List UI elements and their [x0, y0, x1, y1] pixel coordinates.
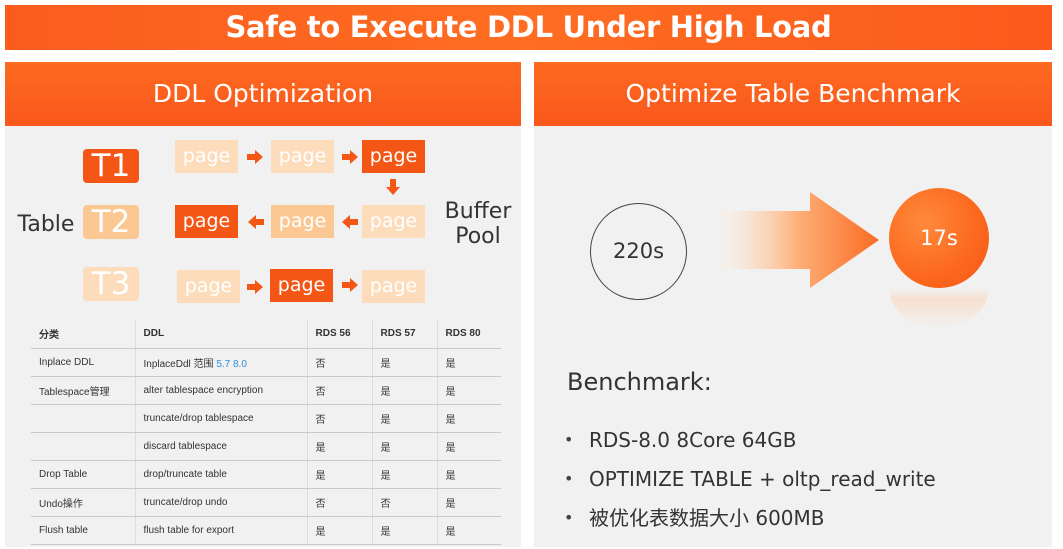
buffer-label-line1: Buffer: [444, 199, 512, 224]
slide-title: Safe to Execute DDL Under High Load: [5, 5, 1052, 50]
t3-page-3: page: [362, 270, 425, 303]
list-item: RDS-8.0 8Core 64GB: [564, 425, 936, 464]
buffer-pool-label: Buffer Pool: [438, 199, 518, 249]
table-header-row: 分类 DDL RDS 56 RDS 57 RDS 80: [31, 320, 501, 349]
cell-category: Undo操作: [31, 488, 135, 517]
t3-page-2: page: [270, 269, 333, 302]
ddl-optimization-panel: DDL Optimization Table Buffer Pool T1 pa…: [5, 62, 521, 547]
table-row: truncate/drop tablespace 否 是 是: [31, 404, 501, 433]
arrow-right-icon: [247, 280, 263, 294]
circle-reflection: [889, 288, 989, 328]
t3-label: T3: [83, 267, 139, 301]
cell-rds80: 是: [436, 348, 501, 377]
ddl-optimization-heading: DDL Optimization: [5, 62, 521, 126]
arrow-right-icon: [342, 278, 358, 292]
cell-rds56: 否: [306, 488, 372, 517]
cell-rds57: 是: [371, 404, 437, 433]
cell-ddl: discard tablespace: [134, 432, 307, 461]
col-rds56: RDS 56: [306, 320, 372, 349]
cell-ddl: drop/truncate table: [134, 460, 307, 489]
col-rds57: RDS 57: [371, 320, 437, 349]
t1-page-2: page: [271, 140, 334, 173]
speedup-arrow-icon: [714, 192, 879, 288]
t1-page-1: page: [175, 140, 238, 173]
cell-rds56: 是: [306, 516, 372, 545]
table-row: Tablespace管理 alter tablespace encryption…: [31, 376, 501, 405]
cell-category: [31, 404, 135, 433]
cell-category: [31, 432, 135, 461]
cell-rds57: 是: [371, 376, 437, 405]
cell-rds80: 是: [436, 460, 501, 489]
arrow-right-icon: [247, 150, 263, 164]
col-ddl: DDL: [134, 320, 307, 349]
cell-category: Drop Table: [31, 460, 135, 489]
t3-page-1: page: [177, 270, 240, 303]
cell-category: Tablespace管理: [31, 376, 135, 405]
t1-page-3: page: [362, 140, 425, 173]
t2-page-3: page: [362, 205, 425, 238]
table-row: discard tablespace 是 是 是: [31, 432, 501, 461]
buffer-label-line2: Pool: [455, 224, 501, 249]
cell-ddl-text: InplaceDdl 范围: [143, 358, 214, 370]
t2-page-2: page: [271, 205, 334, 238]
table-label: Table: [17, 212, 75, 237]
benchmark-panel: Optimize Table Benchmark 220s 17s Benchm…: [534, 62, 1052, 547]
after-time-circle: 17s: [889, 188, 989, 288]
cell-rds80: 是: [436, 376, 501, 405]
cell-rds56: 是: [306, 460, 372, 489]
list-item: OPTIMIZE TABLE + oltp_read_write: [564, 464, 936, 503]
col-rds80: RDS 80: [436, 320, 501, 349]
cell-rds56: 是: [306, 432, 372, 461]
ddl-support-table: 分类 DDL RDS 56 RDS 57 RDS 80 Inplace DDL …: [31, 320, 501, 545]
arrow-left-icon: [342, 215, 358, 229]
cell-category: Flush table: [31, 516, 135, 545]
before-time-circle: 220s: [590, 203, 687, 300]
cell-rds80: 是: [436, 432, 501, 461]
benchmark-heading: Optimize Table Benchmark: [534, 62, 1052, 126]
cell-rds80: 是: [436, 488, 501, 517]
table-row: Flush table flush table for export 是 是 是: [31, 516, 501, 545]
list-item: 被优化表数据大小 600MB: [564, 503, 936, 542]
table-row: Drop Table drop/truncate table 是 是 是: [31, 460, 501, 489]
cell-ddl: flush table for export: [134, 516, 307, 545]
version-highlight: 5.7 8.0: [216, 358, 247, 370]
cell-rds57: 是: [371, 348, 437, 377]
cell-rds56: 否: [306, 404, 372, 433]
cell-rds80: 是: [436, 404, 501, 433]
arrow-down-icon: [386, 179, 400, 195]
t2-label: T2: [83, 205, 139, 239]
table-row: Undo操作 truncate/drop undo 否 否 是: [31, 488, 501, 517]
cell-ddl: truncate/drop tablespace: [134, 404, 307, 433]
benchmark-list: RDS-8.0 8Core 64GB OPTIMIZE TABLE + oltp…: [564, 425, 936, 542]
cell-ddl: truncate/drop undo: [134, 488, 307, 517]
cell-ddl: InplaceDdl 范围 5.7 8.0: [134, 348, 307, 377]
col-category: 分类: [31, 320, 135, 349]
arrow-right-icon: [342, 150, 358, 164]
cell-rds57: 否: [371, 488, 437, 517]
cell-rds56: 否: [306, 348, 372, 377]
cell-rds57: 是: [371, 460, 437, 489]
benchmark-title: Benchmark:: [567, 368, 712, 396]
cell-rds57: 是: [371, 516, 437, 545]
t1-label: T1: [83, 149, 139, 183]
cell-category: Inplace DDL: [31, 348, 135, 377]
table-row: Inplace DDL InplaceDdl 范围 5.7 8.0 否 是 是: [31, 348, 501, 377]
cell-rds80: 是: [436, 516, 501, 545]
arrow-left-icon: [248, 215, 264, 229]
cell-ddl: alter tablespace encryption: [134, 376, 307, 405]
cell-rds57: 是: [371, 432, 437, 461]
cell-rds56: 否: [306, 376, 372, 405]
t2-page-1: page: [175, 205, 238, 238]
